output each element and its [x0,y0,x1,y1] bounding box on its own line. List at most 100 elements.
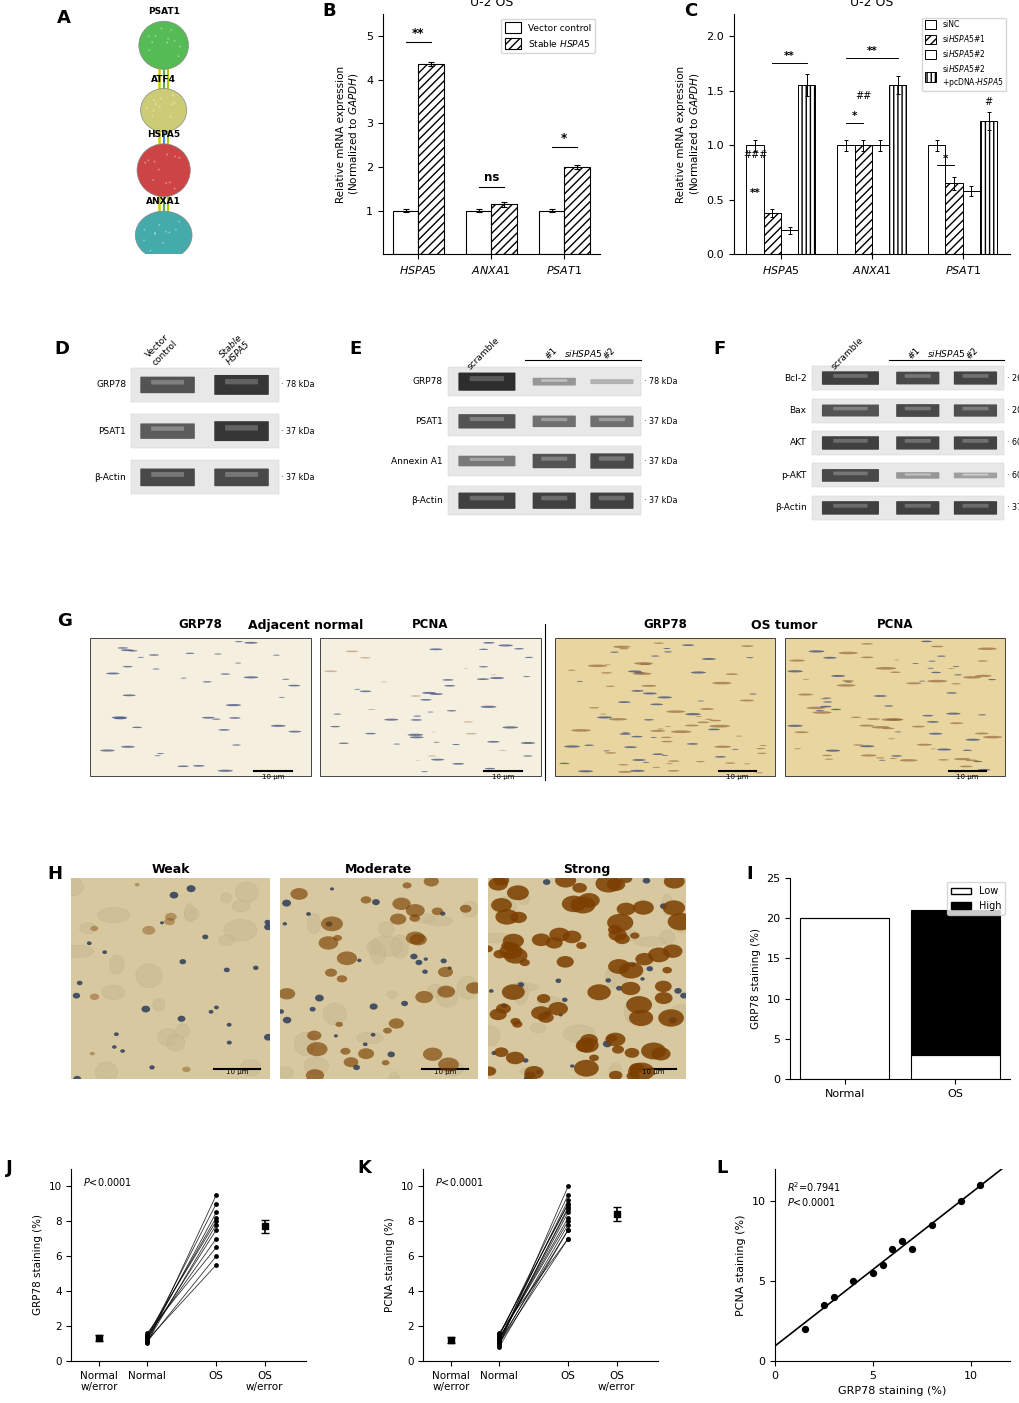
Text: E: E [350,340,362,358]
Point [208,1207,224,1229]
Bar [746,145,763,254]
Text: $\it{R}$$^2$=0.7941
$\it{P}$<0.0001: $\it{R}$$^2$=0.7941 $\it{P}$<0.0001 [787,1180,841,1208]
Ellipse shape [336,951,357,965]
Text: *: * [942,154,948,164]
Point [559,1174,576,1197]
Ellipse shape [615,986,622,991]
FancyBboxPatch shape [904,375,930,377]
Ellipse shape [499,943,522,960]
Ellipse shape [335,1021,342,1027]
Ellipse shape [543,1012,549,1016]
Ellipse shape [240,1059,261,1076]
FancyBboxPatch shape [590,453,633,469]
Ellipse shape [165,182,167,184]
Ellipse shape [95,1062,117,1082]
Text: I: I [746,866,752,884]
Point [139,1329,155,1351]
Ellipse shape [974,732,987,734]
Ellipse shape [621,982,640,995]
Ellipse shape [98,908,129,923]
Point [208,1214,224,1236]
Ellipse shape [632,901,653,915]
Ellipse shape [100,749,115,752]
Ellipse shape [930,672,941,673]
Ellipse shape [510,912,527,923]
Ellipse shape [151,115,153,116]
Point [825,1285,842,1308]
Ellipse shape [608,718,627,721]
Ellipse shape [488,877,507,891]
FancyBboxPatch shape [953,404,997,417]
Ellipse shape [558,1013,562,1016]
Ellipse shape [157,1028,177,1045]
Text: ATF4: ATF4 [151,74,176,84]
Ellipse shape [487,741,499,742]
Text: $\it{P}$<0.0001: $\it{P}$<0.0001 [435,1176,484,1188]
Bar [781,230,798,254]
Ellipse shape [570,897,595,913]
Ellipse shape [408,734,423,737]
Ellipse shape [120,1049,124,1052]
FancyBboxPatch shape [904,407,930,410]
Point [490,1323,506,1345]
Ellipse shape [153,999,165,1012]
Text: Vector
control: Vector control [143,331,178,368]
Ellipse shape [102,985,124,1000]
Ellipse shape [383,1027,391,1034]
Point [490,1326,506,1348]
Ellipse shape [360,690,371,692]
Ellipse shape [602,1041,611,1048]
Bar [466,210,491,254]
Ellipse shape [323,1003,346,1024]
Ellipse shape [170,29,172,31]
Bar [811,495,1004,521]
Ellipse shape [466,982,482,993]
Ellipse shape [482,946,492,953]
Ellipse shape [161,28,162,29]
Text: · 37 kDa: · 37 kDa [643,417,677,427]
FancyBboxPatch shape [541,456,567,460]
Ellipse shape [169,116,171,118]
Ellipse shape [595,874,621,892]
Ellipse shape [282,922,286,926]
Ellipse shape [307,913,320,933]
Ellipse shape [424,916,452,926]
Ellipse shape [649,730,664,732]
FancyBboxPatch shape [896,501,938,515]
Ellipse shape [951,770,963,772]
Ellipse shape [369,1003,377,1010]
Ellipse shape [154,231,156,234]
Ellipse shape [360,657,370,658]
Bar [798,86,814,254]
Ellipse shape [627,1012,652,1020]
Ellipse shape [244,641,258,644]
Ellipse shape [165,230,166,233]
Ellipse shape [443,685,454,686]
Bar [784,638,1004,776]
Ellipse shape [647,947,669,962]
Bar [130,460,278,494]
Ellipse shape [668,1017,677,1024]
Ellipse shape [306,912,311,916]
Text: Strong: Strong [562,863,610,875]
Ellipse shape [406,932,425,944]
Ellipse shape [178,157,180,159]
Ellipse shape [264,1034,272,1041]
Ellipse shape [63,878,84,895]
Legend: siNC, si$\it{HSPA5}$#1, si$\it{HSPA5}$#2, si$\it{HSPA5}$#2
+pcDNA-$\it{HSPA5}$: siNC, si$\it{HSPA5}$#1, si$\it{HSPA5}$#2… [921,18,1005,91]
Ellipse shape [633,937,665,946]
Point [559,1207,576,1229]
Point [139,1333,155,1355]
Ellipse shape [391,934,408,958]
Ellipse shape [596,717,611,718]
FancyBboxPatch shape [904,504,930,508]
Ellipse shape [626,996,651,1013]
Point [208,1184,224,1207]
Bar [811,431,1004,455]
Ellipse shape [491,1051,496,1055]
Ellipse shape [478,933,512,943]
Text: Weak: Weak [151,863,190,875]
Ellipse shape [510,1019,520,1024]
Point [490,1327,506,1350]
Ellipse shape [184,904,195,922]
